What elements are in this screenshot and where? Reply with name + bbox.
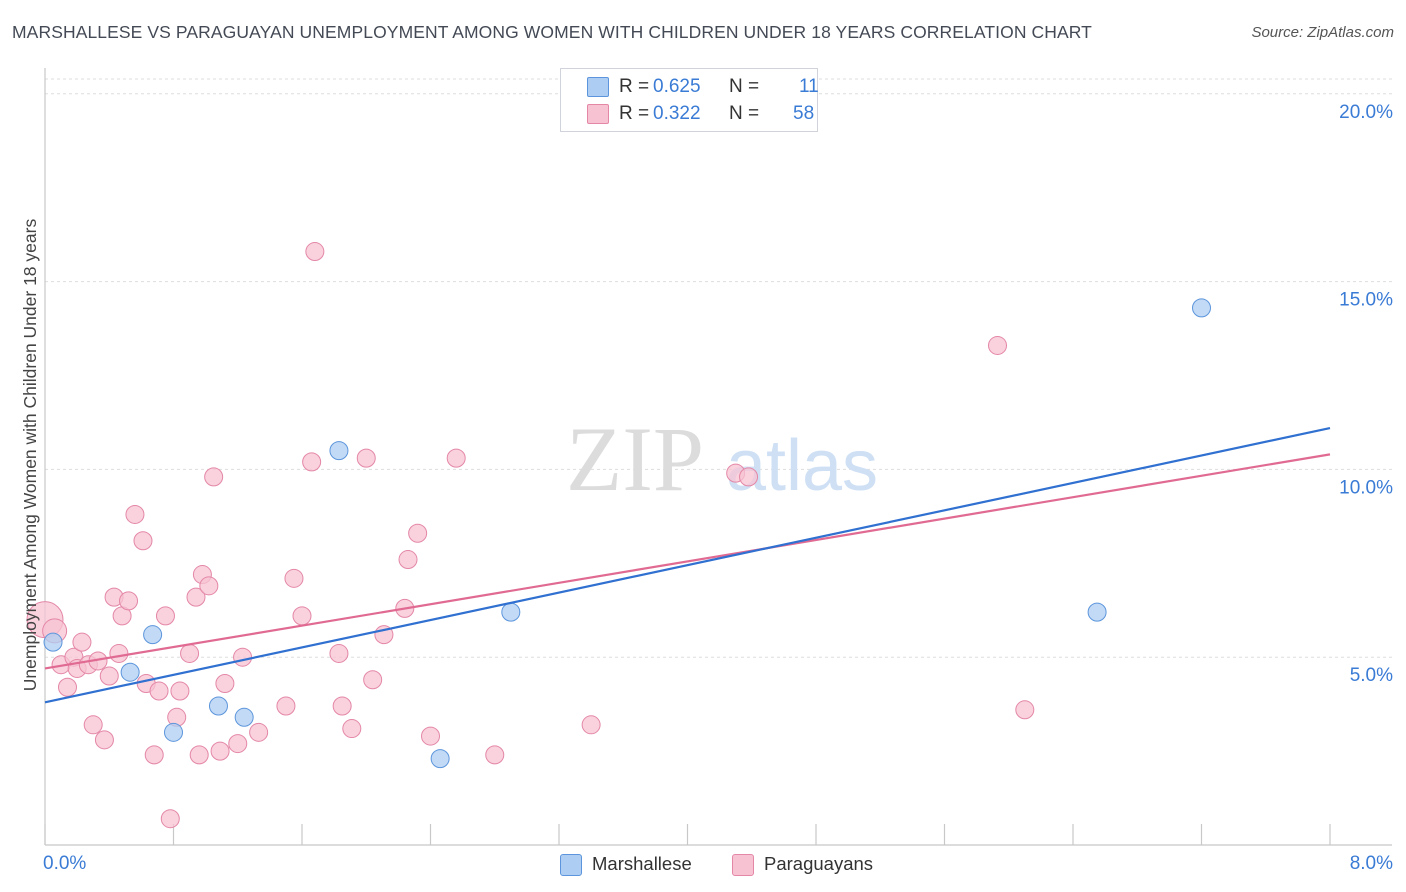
paraguayan-point: [144, 745, 164, 765]
paraguayan-point: [149, 681, 169, 701]
paraguayan-point: [119, 591, 139, 611]
paraguayan-point: [83, 715, 103, 735]
paraguayan-point: [1015, 700, 1035, 720]
paraguayan-point: [204, 467, 224, 487]
legend-n-value: 11: [799, 76, 819, 97]
paraguayan-point: [228, 734, 248, 754]
paraguayan-point: [398, 550, 418, 570]
bottom-legend-swatch-paraguayans: [732, 854, 754, 876]
marshallese-trend-line: [44, 426, 1331, 704]
y-tick-label: 15.0%: [1339, 290, 1393, 311]
watermark-atlas: atlas: [726, 426, 878, 506]
paraguayan-point: [189, 745, 209, 765]
paraguayan-point: [421, 726, 440, 746]
marshallese-point: [208, 696, 228, 716]
marshallese-point: [120, 662, 140, 682]
legend-n-label: N =: [729, 103, 760, 124]
paraguayan-point: [485, 745, 505, 765]
source-credit: Source: ZipAtlas.com: [1251, 24, 1394, 41]
paraguayan-point: [329, 643, 349, 663]
legend-swatch-paraguayans: [587, 104, 609, 124]
labels-layer: 5.0% 10.0% 15.0% 20.0% 0.0% 8.0%: [43, 102, 1393, 874]
paraguayan-point: [363, 670, 383, 690]
paraguayan-point: [332, 696, 352, 716]
legend-r-label: R =: [619, 76, 650, 97]
marshallese-point: [329, 441, 349, 461]
paraguayan-point: [342, 719, 362, 739]
paraguayan-point: [988, 335, 1008, 355]
legend-r-label: R =: [619, 103, 650, 124]
paraguayan-point: [160, 809, 180, 829]
paraguayan-point: [215, 673, 235, 693]
x-tick-label: 8.0%: [1350, 853, 1393, 874]
paraguayan-point: [109, 643, 129, 663]
marshallese-point: [43, 632, 63, 652]
y-tick-label: 10.0%: [1339, 477, 1393, 498]
legend-r-value: 0.625: [653, 76, 701, 97]
paraguayan-point: [133, 531, 153, 551]
bottom-legend-swatch-marshallese: [560, 854, 582, 876]
marshallese-point: [234, 707, 254, 727]
y-tick-label: 5.0%: [1350, 665, 1393, 686]
x-tick-label: 0.0%: [43, 853, 86, 874]
paraguayan-point: [284, 568, 304, 588]
paraguayan-point: [199, 576, 219, 596]
marshallese-point: [164, 722, 183, 742]
paraguayan-point: [233, 647, 253, 667]
paraguayan-point: [99, 666, 119, 686]
y-tick-label: 20.0%: [1339, 102, 1393, 123]
paraguayan-point: [94, 730, 114, 750]
paraguayan-point: [249, 722, 269, 742]
chart-title: MARSHALLESE VS PARAGUAYAN UNEMPLOYMENT A…: [12, 22, 1092, 42]
paraguayan-point: [180, 643, 200, 663]
paraguayan-point: [302, 452, 322, 472]
paraguayan-point: [125, 504, 145, 524]
trend-layer: [44, 426, 1331, 704]
paraguayan-point: [210, 741, 230, 761]
marshallese-point: [430, 749, 450, 769]
y-axis-title: Unemployment Among Women with Children U…: [20, 219, 40, 692]
paraguayan-point: [292, 606, 312, 626]
bottom-legend-label-paraguayans: Paraguayans: [764, 853, 874, 874]
paraguayan-point: [72, 632, 92, 652]
points-layer: [26, 242, 1211, 829]
paraguayan-point: [739, 467, 759, 487]
axes-layer: [44, 68, 1392, 846]
paraguayan-point: [446, 448, 466, 468]
legend-n-value: 58: [793, 103, 815, 124]
paraguayan-trend-line: [44, 453, 1331, 670]
stats-legend: R = 0.625 N = 11 R = 0.322 N = 58: [560, 68, 819, 132]
legend-r-value: 0.322: [653, 103, 701, 124]
paraguayan-point: [581, 715, 601, 735]
marshallese-point: [1087, 602, 1107, 622]
watermark-zip: ZIP: [566, 408, 704, 510]
paraguayan-point: [155, 606, 175, 626]
bottom-legend-label-marshallese: Marshallese: [592, 853, 692, 874]
paraguayan-point: [186, 587, 206, 607]
grid-layer: [45, 78, 1392, 658]
paraguayan-point: [57, 677, 77, 697]
watermark: ZIP atlas: [566, 408, 878, 510]
paraguayan-point: [170, 681, 190, 701]
marshallese-point: [143, 625, 163, 645]
paraguayan-point: [305, 242, 325, 262]
legend-n-label: N =: [729, 76, 760, 97]
paraguayan-point: [276, 696, 296, 716]
marshallese-point: [1192, 298, 1211, 318]
paraguayan-point: [356, 448, 376, 468]
paraguayan-point: [408, 523, 428, 543]
marshallese-point: [501, 602, 521, 622]
legend-swatch-marshallese: [587, 77, 609, 97]
